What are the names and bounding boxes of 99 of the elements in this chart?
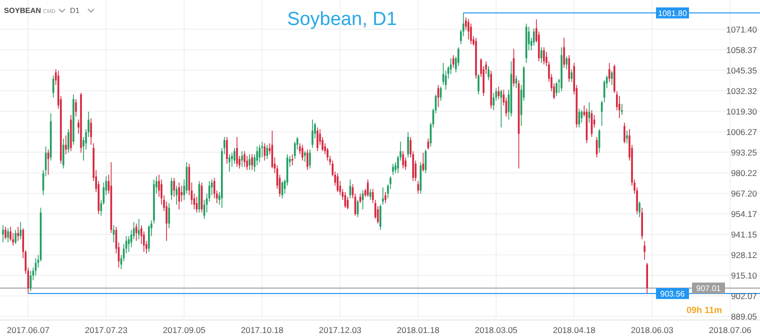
- candlestick: [621, 104, 623, 116]
- candlestick: [478, 74, 480, 95]
- candlestick: [407, 132, 409, 158]
- candlestick: [646, 262, 648, 294]
- y-tick-label: 1071.40: [726, 24, 758, 34]
- candlestick: [392, 163, 394, 176]
- candlestick: [294, 141, 296, 160]
- candlestick: [543, 46, 545, 65]
- candlestick: [566, 56, 568, 70]
- candlestick: [382, 186, 384, 206]
- x-tick-label: 2018.06.03: [630, 325, 674, 335]
- candlestick: [532, 28, 535, 46]
- candlestick: [258, 144, 261, 163]
- y-tick-label: 1032.32: [726, 86, 758, 96]
- y-tick-label: 993.25: [731, 147, 758, 158]
- candlestick: [384, 192, 386, 204]
- candlestick: [17, 226, 19, 242]
- candlestick: [248, 154, 250, 170]
- candlestick: [380, 204, 382, 230]
- x-tick-label: 2017.10.18: [240, 325, 284, 335]
- candlestick: [570, 68, 573, 82]
- candlestick: [402, 150, 404, 169]
- candlestick: [226, 136, 228, 164]
- candlestick: [234, 148, 236, 164]
- candlestick: [563, 37, 565, 68]
- candlestick: [608, 62, 610, 82]
- candlestick: [170, 177, 172, 200]
- y-tick-label: 967.20: [731, 188, 758, 198]
- candlestick: [176, 185, 178, 206]
- candlestick: [75, 98, 77, 117]
- y-tick-label: 1006.27: [726, 126, 758, 137]
- candlestick: [231, 152, 233, 168]
- candlestick: [14, 229, 16, 244]
- ref-line-label: 903.56: [660, 290, 686, 299]
- candlestick: [626, 130, 628, 144]
- y-tick-label: 928.12: [731, 250, 758, 260]
- candlestick: [468, 18, 470, 40]
- candlestick: [68, 128, 70, 154]
- candlestick: [244, 150, 246, 168]
- y-tick-label: 980.22: [731, 168, 758, 178]
- candlestick: [2, 224, 4, 243]
- x-tick-label: 2017.06.07: [6, 325, 50, 335]
- candlestick: [168, 202, 170, 229]
- candlestick: [644, 240, 646, 260]
- ref-line-label: 1081.80: [658, 8, 688, 18]
- candlestick: [62, 138, 64, 169]
- candlestick: [316, 127, 318, 152]
- candlestick: [417, 180, 420, 194]
- candlestick: [4, 226, 6, 240]
- candlestick: [173, 177, 175, 198]
- candlestick: [470, 23, 472, 44]
- candlestick: [624, 122, 626, 144]
- candlestick: [556, 81, 558, 96]
- candlestick: [638, 201, 640, 218]
- y-tick-label: 1019.30: [726, 106, 758, 116]
- y-tick-label: 941.15: [731, 229, 758, 240]
- candlestick: [246, 155, 248, 170]
- candlestick: [251, 154, 253, 170]
- candlestick: [236, 136, 238, 168]
- candlestick: [241, 150, 243, 168]
- candlestick: [488, 66, 490, 81]
- candlestick: [306, 149, 308, 170]
- candlestick: [641, 207, 643, 240]
- y-tick-label: 954.17: [731, 208, 758, 219]
- candlestick: [452, 54, 454, 68]
- candlestick: [261, 141, 264, 158]
- candlestick: [10, 226, 12, 242]
- y-tick-label: 902.07: [731, 290, 758, 301]
- candlestick: [7, 228, 9, 243]
- candlestick: [178, 182, 180, 210]
- x-tick-label: 2017.09.05: [162, 325, 206, 335]
- y-tick-label: 1045.35: [726, 65, 758, 76]
- x-tick-label: 2018.04.18: [552, 325, 596, 335]
- ref-line-label: 907.01: [696, 284, 722, 294]
- candlestick: [618, 96, 620, 118]
- y-tick-label: 889.05: [731, 311, 758, 322]
- annotation: 09h 11m: [686, 305, 722, 315]
- x-tick-label: 2017.07.23: [84, 325, 128, 335]
- candlestick: [228, 154, 230, 172]
- x-tick-label: 2017.12.03: [318, 325, 362, 335]
- candlestick: [610, 70, 613, 86]
- candlestick: [309, 149, 311, 169]
- candlestick: [492, 92, 495, 111]
- candlestick: [336, 172, 339, 192]
- candlestick: [148, 224, 150, 252]
- y-tick-label: 1058.37: [726, 44, 758, 55]
- candlestick: [540, 46, 542, 64]
- x-tick-label: 2018.07.06: [708, 325, 752, 335]
- candlestick: [20, 222, 22, 240]
- y-tick-label: 915.10: [731, 270, 758, 280]
- candlestick: [568, 54, 570, 82]
- x-tick-label: 2018.03.05: [474, 325, 518, 335]
- candlestick: [65, 134, 67, 155]
- text: Soybean, D1: [287, 9, 397, 30]
- candlestick: [312, 119, 314, 148]
- candlestick: [138, 218, 140, 240]
- candlestick: [304, 150, 306, 163]
- candlestick: [302, 144, 304, 161]
- x-tick-label: 2018.01.18: [396, 325, 440, 335]
